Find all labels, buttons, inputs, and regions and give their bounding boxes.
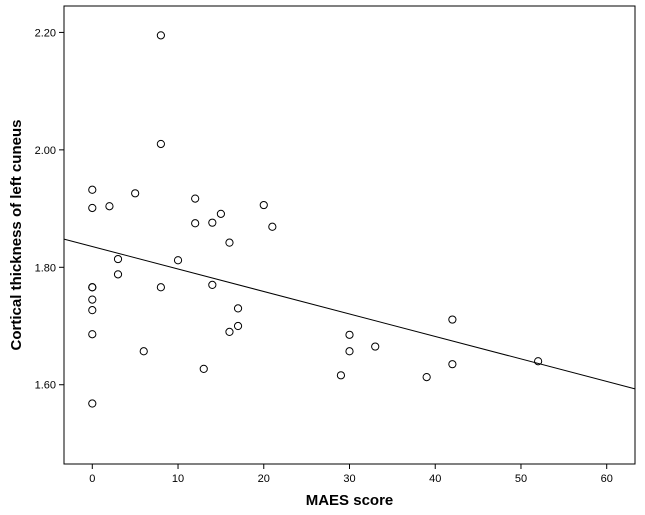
data-point	[173, 256, 183, 265]
y-tick-label: 2.00	[35, 145, 56, 157]
data-point	[139, 347, 148, 356]
data-point	[88, 283, 97, 292]
data-point	[371, 342, 380, 351]
data-point	[225, 238, 234, 247]
data-point	[216, 209, 225, 218]
x-tick-label: 20	[258, 473, 270, 485]
x-axis-title: MAES score	[306, 492, 394, 509]
data-point	[113, 270, 123, 279]
x-tick-label: 0	[89, 473, 95, 485]
y-axis-title: Cortical thickness of left cuneus	[8, 120, 25, 351]
data-point	[233, 321, 243, 331]
data-point	[191, 194, 200, 203]
data-point	[199, 364, 208, 373]
data-point	[225, 327, 234, 336]
x-tick-label: 30	[343, 473, 355, 485]
data-point	[105, 202, 114, 211]
data-point	[156, 31, 165, 40]
y-tick-label: 1.80	[35, 262, 56, 274]
x-tick-label: 60	[601, 473, 613, 485]
x-tick-label: 10	[172, 473, 184, 485]
data-point	[345, 330, 354, 339]
data-point	[448, 360, 457, 369]
data-point	[88, 295, 97, 304]
data-point	[233, 304, 243, 313]
data-point	[422, 372, 431, 382]
data-point	[131, 189, 140, 198]
data-point	[88, 203, 97, 213]
data-point	[191, 219, 200, 228]
x-tick-label: 40	[429, 473, 441, 485]
data-point	[259, 200, 268, 210]
data-point	[268, 222, 277, 231]
data-point	[156, 139, 165, 149]
data-point	[345, 347, 354, 356]
y-tick-label: 2.20	[35, 27, 56, 39]
x-tick-label: 50	[515, 473, 527, 485]
data-point	[448, 315, 457, 324]
data-point	[534, 357, 543, 366]
data-point	[208, 280, 217, 290]
data-point	[88, 306, 97, 315]
data-point	[113, 254, 123, 264]
data-point	[88, 185, 97, 194]
data-point	[156, 283, 165, 292]
data-point	[336, 371, 346, 380]
y-tick-label: 1.60	[35, 380, 56, 392]
data-point	[208, 218, 217, 227]
regression-line	[63, 238, 636, 390]
data-point	[88, 399, 97, 408]
data-point	[88, 330, 97, 339]
plot-area	[63, 5, 636, 465]
